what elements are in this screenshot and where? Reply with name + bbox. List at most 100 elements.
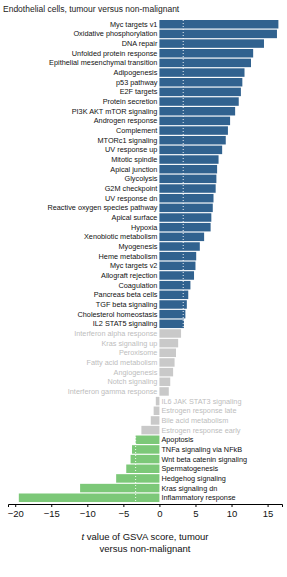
bar	[159, 175, 216, 184]
bar	[159, 368, 173, 377]
tick-mark	[15, 504, 16, 507]
category-label: Apical junction	[110, 165, 157, 174]
bar	[159, 88, 240, 97]
bar	[159, 233, 204, 242]
tick: 10	[227, 504, 238, 519]
category-label: Kras signaling up	[101, 339, 157, 348]
tick-mark	[159, 504, 160, 507]
bar	[159, 291, 188, 300]
bar	[151, 416, 160, 425]
tick: −15	[44, 504, 60, 519]
bar	[159, 242, 199, 251]
category-label: Estrogen response late	[161, 406, 236, 415]
category-label: Interferon alpha response	[74, 329, 157, 338]
bar	[159, 320, 184, 329]
bar	[159, 136, 225, 145]
bar	[159, 126, 228, 135]
bar	[159, 281, 190, 290]
bar	[159, 155, 218, 164]
bar	[159, 358, 174, 367]
bar	[159, 78, 242, 87]
category-label: TGF beta signaling	[96, 300, 158, 309]
category-label: Bile acid metabolism	[161, 416, 228, 425]
category-label: DNA repair	[122, 39, 158, 48]
plot-area	[19, 20, 279, 502]
category-label: Glycolysis	[125, 174, 158, 183]
category-label: Myogenesis	[118, 242, 157, 251]
category-label: Kras signaling dn	[161, 484, 217, 493]
tick: −5	[118, 504, 129, 519]
tick: −10	[80, 504, 96, 519]
bar	[159, 310, 185, 319]
title: Endothelial cells, tumour versus non-mal…	[3, 4, 180, 14]
bar	[131, 455, 160, 464]
category-label: TNFa signaling via NFkB	[161, 445, 242, 454]
tick-label: 10	[227, 508, 238, 519]
category-label: Androgen response	[94, 116, 158, 125]
tick: −20	[8, 504, 24, 519]
bar	[159, 339, 178, 348]
tick-label: −20	[8, 508, 24, 519]
category-label: UV response up	[105, 145, 157, 154]
category-label: Reactive oxygen species pathway	[47, 203, 157, 212]
tick-label: 5	[193, 508, 198, 519]
bar	[132, 445, 159, 454]
bar	[159, 271, 194, 280]
bar	[80, 484, 159, 493]
category-label: UV response dn	[105, 194, 157, 203]
bar	[159, 146, 222, 155]
bar	[159, 194, 213, 203]
bar	[154, 407, 160, 416]
bar	[159, 68, 244, 77]
bar	[159, 223, 210, 232]
category-label: Mitotic spindle	[111, 155, 157, 164]
category-label: Hypoxia	[131, 223, 158, 232]
category-label: Heme metabolism	[99, 252, 158, 261]
bar	[141, 426, 159, 435]
tick-mark	[195, 504, 196, 507]
bar	[159, 107, 235, 116]
category-label: Hedgehog signaling	[161, 474, 226, 483]
tick: 5	[193, 504, 198, 519]
bar	[159, 329, 181, 338]
bar	[116, 474, 159, 483]
tick: 0	[157, 504, 162, 519]
category-label: Apical surface	[112, 213, 158, 222]
tick-mark	[123, 504, 124, 507]
category-label: Adipogenesis	[114, 68, 158, 77]
bar	[159, 59, 251, 68]
bar	[159, 97, 238, 106]
category-label: Xenobiotic metabolism	[84, 232, 157, 241]
tick-label: 0	[157, 508, 162, 519]
tick-label: −15	[44, 508, 60, 519]
category-label: Fatty acid metabolism	[86, 358, 157, 367]
category-label: Apoptosis	[161, 435, 193, 444]
category-label: Pancreas beta cells	[94, 290, 158, 299]
bar	[126, 465, 159, 474]
bar	[159, 49, 253, 58]
bar	[159, 300, 186, 309]
tick-mark	[87, 504, 88, 507]
axis-title-line: versus non-malignant	[100, 543, 191, 554]
category-label: Cholesterol homeostasis	[78, 310, 158, 319]
axis-line	[9, 505, 283, 508]
category-label: Oxidative phosphorylation	[73, 29, 157, 38]
bar	[159, 387, 168, 396]
category-label: Inflammatory response	[161, 493, 235, 502]
tick-mark	[232, 504, 233, 507]
category-label: Allograft rejection	[101, 271, 157, 280]
tick-label: 15	[263, 508, 274, 519]
bar	[159, 262, 195, 271]
category-label: Angiogenesis	[114, 368, 158, 377]
x-axis-title: t value of GSVA score, tumourversus non-…	[81, 531, 208, 554]
category-label: Epithelial mesenchymal transition	[49, 58, 157, 67]
bar	[156, 397, 160, 406]
category-label: IL2 STAT5 signaling	[93, 319, 158, 328]
category-label: E2F targets	[120, 87, 158, 96]
category-label: IL6 JAK STAT3 signaling	[161, 397, 241, 406]
tick-mark	[268, 504, 269, 507]
category-label: PI3K AKT mTOR signaling	[72, 107, 158, 116]
category-label: Estrogen response early	[161, 426, 240, 435]
bar	[159, 20, 278, 29]
bar	[159, 184, 215, 193]
